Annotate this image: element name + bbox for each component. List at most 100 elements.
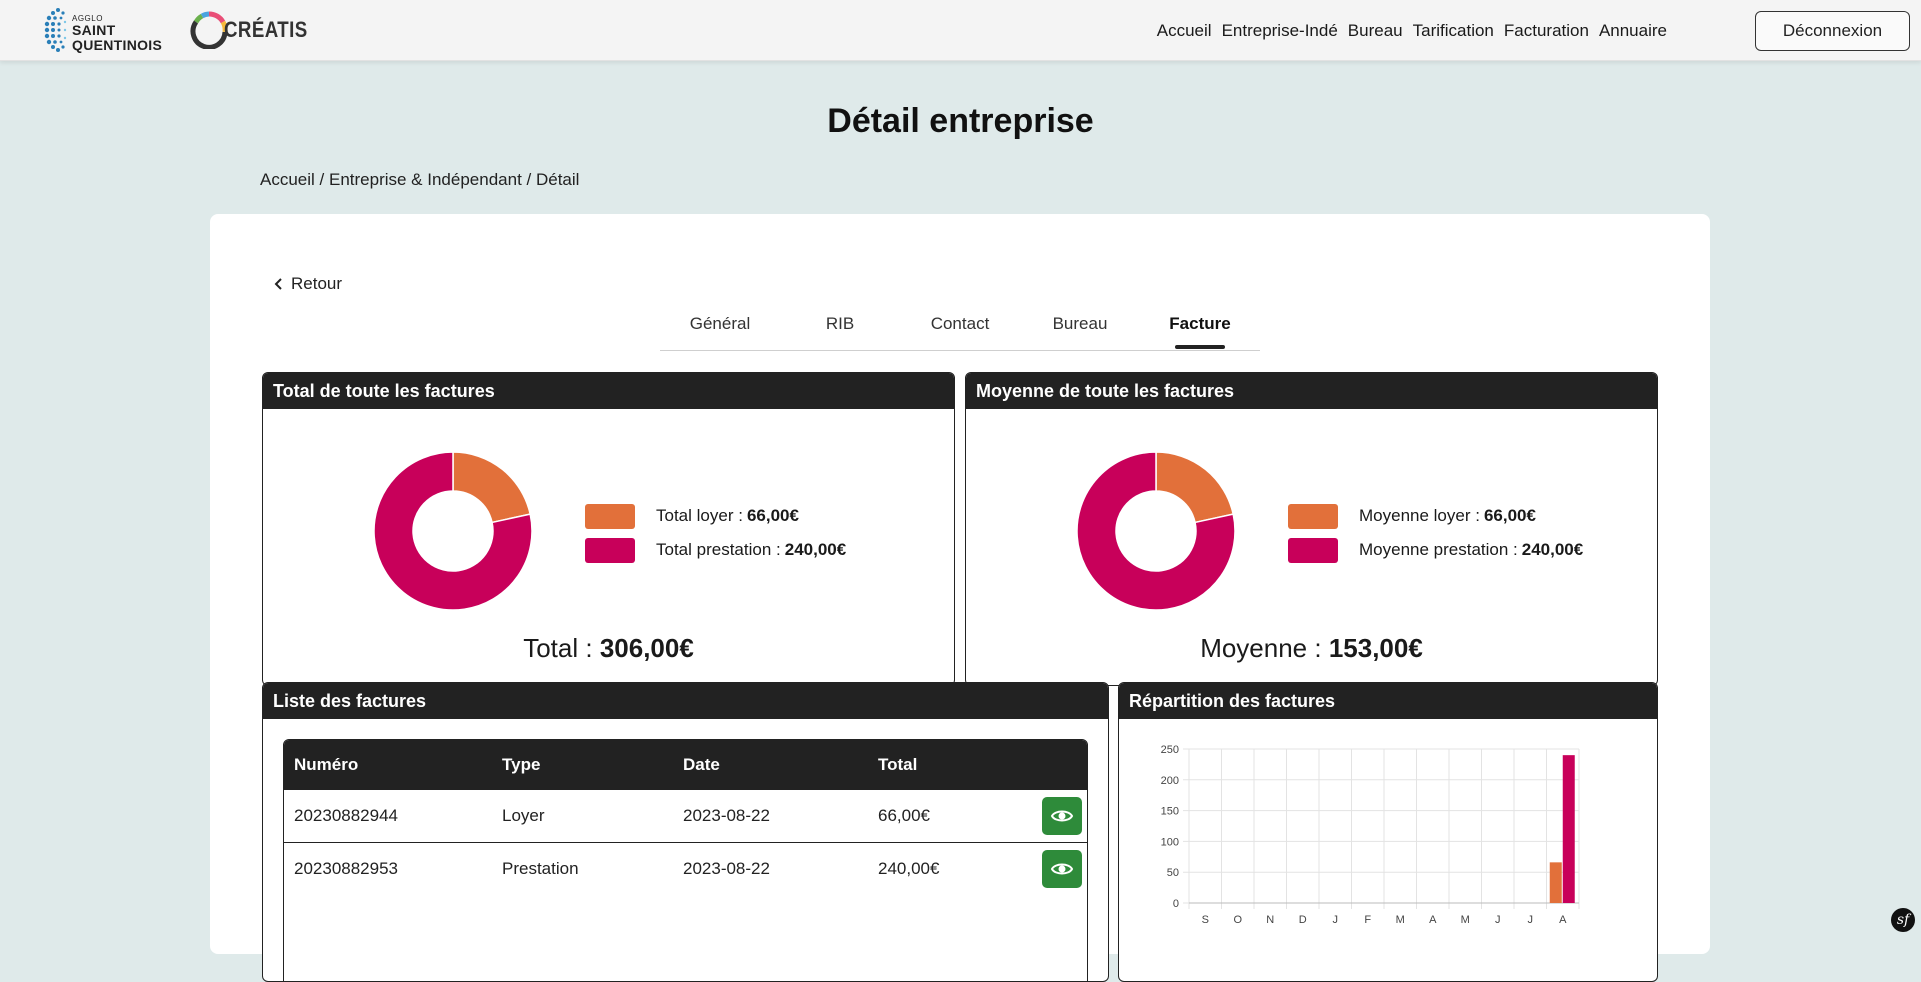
symfony-toolbar-icon[interactable]: sf — [1891, 908, 1915, 932]
x-tick-label: D — [1299, 914, 1307, 926]
donut-slice-loyer[interactable] — [1155, 451, 1235, 524]
total-panel: Total de toute les factures Total loyer … — [262, 372, 955, 686]
donut-slice-prestation[interactable] — [1076, 451, 1236, 611]
legend-loyer-label: Moyenne loyer : — [1359, 506, 1480, 525]
total-donut-chart — [373, 451, 533, 611]
average-summary-label: Moyenne : — [1200, 633, 1322, 663]
invoice-list-panel: Liste des factures Numéro Type Date Tota… — [262, 682, 1109, 982]
y-tick-label: 100 — [1161, 836, 1179, 848]
cell-type: Loyer — [492, 790, 673, 843]
cell-actions — [1029, 843, 1087, 896]
breadcrumb-separator: / — [314, 170, 329, 189]
y-tick-label: 0 — [1173, 898, 1179, 910]
x-tick-label: A — [1429, 914, 1437, 926]
nav-facturation[interactable]: Facturation — [1503, 21, 1589, 40]
col-numero: Numéro — [284, 740, 492, 790]
total-summary-value: 306,00€ — [599, 633, 694, 663]
repartition-bar-chart: 0 50 100 150 200 250 S O N D J F M A M J J A — [1161, 744, 1580, 926]
creatis-logo[interactable]: CRÉATIS — [190, 11, 307, 51]
legend-prestation-label: Total prestation : — [656, 540, 781, 559]
total-summary-label: Total : — [523, 633, 593, 663]
y-tick-label: 200 — [1161, 775, 1179, 787]
invoice-table: Numéro Type Date Total 20230882944 Loyer… — [284, 740, 1087, 895]
invoice-list-title: Liste des factures — [263, 683, 1108, 719]
invoice-table-wrap: Numéro Type Date Total 20230882944 Loyer… — [283, 739, 1088, 981]
breadcrumb-section[interactable]: Entreprise & Indépendant — [328, 170, 522, 189]
tab-contact[interactable]: Contact — [930, 314, 990, 333]
average-summary: Moyenne : 153,00€ — [966, 633, 1657, 664]
legend-loyer-swatch — [585, 503, 635, 529]
legend-prestation-swatch — [585, 537, 635, 563]
table-row: 20230882944 Loyer 2023-08-22 66,00€ — [284, 790, 1087, 843]
x-tick-label: O — [1233, 914, 1242, 926]
cell-type: Prestation — [502, 859, 579, 878]
tab-general[interactable]: Général — [689, 314, 751, 333]
legend-loyer-value: 66,00€ — [746, 506, 799, 525]
dots-logo-icon — [44, 8, 67, 52]
x-tick-label: J — [1333, 914, 1339, 926]
logo-line2: QUENTINOIS — [72, 37, 163, 53]
view-invoice-button[interactable] — [1042, 850, 1082, 888]
table-row: 20230882953 Prestation 2023-08-22 240,00… — [284, 843, 1087, 896]
x-tick-label: S — [1202, 914, 1209, 926]
back-label: Retour — [291, 274, 343, 293]
y-tick-label: 150 — [1161, 806, 1179, 818]
donut-slice-loyer[interactable] — [452, 451, 532, 524]
average-legend: Moyenne loyer : 66,00€ Moyenne prestatio… — [1288, 499, 1583, 567]
eye-icon — [1050, 810, 1074, 822]
average-summary-value: 153,00€ — [1328, 633, 1423, 663]
nav-tarification[interactable]: Tarification — [1412, 21, 1494, 40]
legend-prestation-value: 240,00€ — [784, 540, 847, 559]
logout-button[interactable]: Déconnexion — [1755, 11, 1910, 51]
average-donut-chart — [1076, 451, 1236, 611]
breadcrumb-home[interactable]: Accueil — [260, 170, 315, 189]
logo-line1: SAINT — [72, 22, 116, 38]
col-actions — [1029, 740, 1087, 790]
legend-loyer[interactable]: Total loyer : 66,00€ — [585, 499, 846, 533]
breadcrumb: Accueil / Entreprise & Indépendant / Dét… — [260, 170, 579, 190]
y-tick-label: 50 — [1167, 867, 1179, 879]
tab-facture[interactable]: Facture — [1140, 314, 1260, 349]
creatis-ring-icon — [190, 11, 228, 49]
agglo-logo[interactable]: AGGLO SAINT QUENTINOIS — [44, 6, 166, 54]
tab-rib[interactable]: RIB — [825, 314, 855, 333]
cell-date: 2023-08-22 — [683, 859, 770, 878]
total-summary: Total : 306,00€ — [263, 633, 954, 664]
nav-accueil[interactable]: Accueil — [1156, 21, 1212, 40]
repartition-panel: Répartition des factures 0 50 100 150 200 250… — [1118, 682, 1658, 982]
col-type: Type — [492, 740, 673, 790]
chevron-left-icon — [274, 278, 282, 290]
total-legend: Total loyer : 66,00€ Total prestation : … — [585, 499, 846, 567]
bar-loyer[interactable] — [1549, 862, 1562, 903]
table-header-row: Numéro Type Date Total — [284, 740, 1087, 790]
cell-date: 2023-08-22 — [673, 790, 868, 843]
y-tick-label: 250 — [1161, 744, 1179, 756]
x-tick-label: M — [1396, 914, 1405, 926]
logo-small-text: AGGLO — [72, 14, 103, 23]
nav-bureau[interactable]: Bureau — [1347, 21, 1403, 40]
total-panel-title: Total de toute les factures — [263, 373, 954, 409]
legend-prestation-label: Moyenne prestation : — [1359, 540, 1518, 559]
nav-entreprise[interactable]: Entreprise-Indé — [1221, 21, 1338, 40]
tab-bureau[interactable]: Bureau — [1052, 314, 1108, 333]
bar-prestation[interactable] — [1562, 755, 1575, 903]
legend-loyer-swatch — [1288, 503, 1338, 529]
x-tick-label: J — [1528, 914, 1534, 926]
donut-slice-prestation[interactable] — [373, 451, 533, 611]
legend-prestation-swatch — [1288, 537, 1338, 563]
nav-annuaire[interactable]: Annuaire — [1598, 21, 1667, 40]
main-nav: Accueil Entreprise-Indé Bureau Tarificat… — [1157, 21, 1667, 41]
legend-loyer-value: 66,00€ — [1483, 506, 1536, 525]
breadcrumb-current: Détail — [535, 170, 580, 189]
x-tick-label: F — [1364, 914, 1371, 926]
back-link[interactable]: Retour — [273, 274, 342, 294]
legend-prestation[interactable]: Moyenne prestation : 240,00€ — [1288, 533, 1583, 567]
col-date: Date — [673, 740, 868, 790]
x-tick-label: M — [1461, 914, 1470, 926]
detail-card: Retour Général RIB Contact Bureau Factur… — [210, 214, 1710, 982]
view-invoice-button[interactable] — [1042, 797, 1082, 835]
legend-prestation-value: 240,00€ — [1521, 540, 1584, 559]
breadcrumb-separator: / — [521, 170, 536, 189]
legend-loyer[interactable]: Moyenne loyer : 66,00€ — [1288, 499, 1583, 533]
legend-prestation[interactable]: Total prestation : 240,00€ — [585, 533, 846, 567]
